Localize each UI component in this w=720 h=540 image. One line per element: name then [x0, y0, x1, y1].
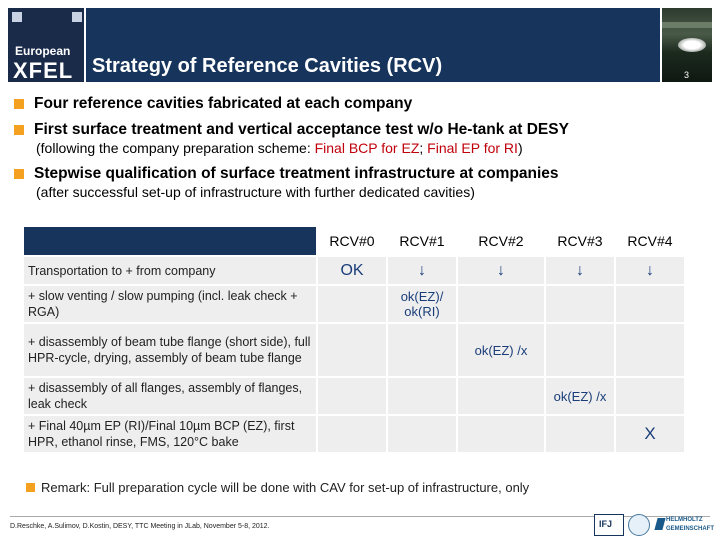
table-cell: [458, 378, 544, 414]
subtext-suffix: ): [517, 140, 523, 156]
down-arrow-icon: ↓: [388, 257, 456, 284]
slide-title: Strategy of Reference Cavities (RCV): [92, 55, 443, 77]
bullet-item: Four reference cavities fabricated at ea…: [12, 94, 712, 113]
subtext-separator: ;: [419, 140, 428, 156]
photo-light-glow: [678, 38, 706, 52]
bullet-text: Stepwise qualification of surface treatm…: [34, 165, 559, 182]
bullet-square-icon: [26, 483, 35, 492]
table-row: + disassembly of all flanges, assembly o…: [24, 378, 684, 414]
table-cell: [318, 416, 386, 452]
table-cell: ok(EZ)/ ok(RI): [388, 286, 456, 322]
rcv-table: RCV#0 RCV#1 RCV#2 RCV#3 RCV#4 Transporta…: [22, 225, 686, 454]
helmholtz-mark-icon: [654, 518, 666, 530]
row-label: + disassembly of beam tube flange (short…: [24, 324, 316, 376]
column-header: RCV#3: [546, 227, 614, 255]
table-cell: X: [616, 416, 684, 452]
column-header: RCV#0: [318, 227, 386, 255]
table-cell: [318, 378, 386, 414]
column-header: RCV#1: [388, 227, 456, 255]
table-cell: [388, 324, 456, 376]
bullet-square-icon: [14, 125, 24, 135]
down-arrow-icon: ↓: [458, 257, 544, 284]
helmholtz-logo-line1: HELMHOLTZ: [666, 517, 703, 523]
highlight-final-ep: Final EP for RI: [427, 140, 518, 156]
table-cell: [616, 324, 684, 376]
logo-square-decoration: [72, 12, 82, 22]
header-blank-cell: [24, 227, 316, 255]
table-row: Transportation to + from company OK ↓ ↓ …: [24, 257, 684, 284]
table-row: + disassembly of beam tube flange (short…: [24, 324, 684, 376]
helmholtz-logo-line2: GEMEINSCHAFT: [666, 526, 714, 532]
logo-text-european: European: [15, 44, 71, 58]
table-cell: [616, 378, 684, 414]
bullet-subtext: (after successful set-up of infrastructu…: [36, 184, 475, 200]
bullet-square-icon: [14, 99, 24, 109]
table-cell: [546, 324, 614, 376]
remark: Remark: Full preparation cycle will be d…: [26, 480, 529, 495]
european-xfel-logo: European XFEL: [8, 8, 84, 83]
globe-logo-icon: [628, 514, 650, 536]
table-cell: [388, 378, 456, 414]
table-cell: [546, 416, 614, 452]
table-row: + Final 40µm EP (RI)/Final 10µm BCP (EZ)…: [24, 416, 684, 452]
table-cell: [318, 324, 386, 376]
highlight-final-bcp: Final BCP for EZ: [314, 140, 420, 156]
bullet-square-icon: [14, 169, 24, 179]
table-cell: OK: [318, 257, 386, 284]
header-photo: [662, 8, 712, 82]
table-header-row: RCV#0 RCV#1 RCV#2 RCV#3 RCV#4: [24, 227, 684, 255]
remark-text: Remark: Full preparation cycle will be d…: [41, 480, 530, 495]
down-arrow-icon: ↓: [616, 257, 684, 284]
bullet-text: Four reference cavities fabricated at ea…: [34, 95, 413, 112]
row-label: + Final 40µm EP (RI)/Final 10µm BCP (EZ)…: [24, 416, 316, 452]
table-cell: ok(EZ) /x: [458, 324, 544, 376]
slide-header: European XFEL Strategy of Reference Cavi…: [0, 0, 720, 86]
table-cell: [388, 416, 456, 452]
institute-logo: IFJ: [594, 514, 624, 536]
table-cell: [616, 286, 684, 322]
row-label: Transportation to + from company: [24, 257, 316, 284]
helmholtz-logo: HELMHOLTZ GEMEINSCHAFT: [654, 514, 714, 536]
bullet-item: First surface treatment and vertical acc…: [12, 120, 712, 157]
row-label: + slow venting / slow pumping (incl. lea…: [24, 286, 316, 322]
bullet-text: First surface treatment and vertical acc…: [34, 121, 569, 138]
table-cell: ok(EZ) /x: [546, 378, 614, 414]
bullet-subtext: (following the company preparation schem…: [34, 139, 712, 157]
bullet-item: Stepwise qualification of surface treatm…: [12, 164, 712, 201]
bullet-list: Four reference cavities fabricated at ea…: [12, 94, 712, 208]
slide-number: 3: [684, 70, 690, 80]
logo-square-decoration: [12, 12, 22, 22]
table-cell: [546, 286, 614, 322]
table-cell: [458, 416, 544, 452]
logo-text-xfel: XFEL: [13, 58, 74, 83]
table-row: + slow venting / slow pumping (incl. lea…: [24, 286, 684, 322]
table-cell: [458, 286, 544, 322]
title-bar: Strategy of Reference Cavities (RCV): [86, 8, 660, 82]
subtext-prefix: (following the company preparation schem…: [36, 140, 315, 156]
column-header: RCV#4: [616, 227, 684, 255]
table-cell: [318, 286, 386, 322]
down-arrow-icon: ↓: [546, 257, 614, 284]
footer-divider: [10, 516, 710, 517]
footer-citation: D.Reschke, A.Sulimov, D.Kostin, DESY, TT…: [10, 523, 270, 530]
row-label: + disassembly of all flanges, assembly o…: [24, 378, 316, 414]
column-header: RCV#2: [458, 227, 544, 255]
photo-band: [662, 22, 712, 28]
institute-logo-text: IFJ: [599, 519, 613, 529]
